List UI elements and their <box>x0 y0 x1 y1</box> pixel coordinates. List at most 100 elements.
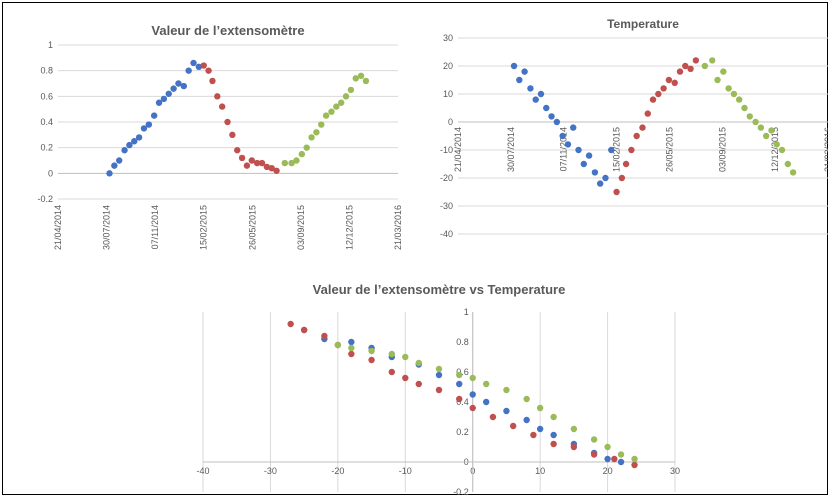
data-point-series-1 <box>180 82 187 90</box>
x-tick-label: 10 <box>535 466 545 476</box>
data-point-series-1 <box>195 63 203 71</box>
data-point-series-1 <box>575 146 582 154</box>
y-tick-label: -0.2 <box>37 194 53 204</box>
data-point-series-1 <box>536 425 544 433</box>
x-tick-label: 30/07/2014 <box>102 205 112 250</box>
data-point-series-1 <box>516 76 523 84</box>
data-point-series-1 <box>483 398 490 406</box>
y-tick-label: -0.2 <box>453 487 469 497</box>
data-point-series-3 <box>617 451 625 458</box>
data-point-series-2 <box>258 159 266 167</box>
data-point-series-1 <box>537 90 545 98</box>
data-point-series-3 <box>714 76 721 84</box>
data-point-series-1 <box>617 458 625 466</box>
data-point-series-2 <box>209 77 216 85</box>
data-point-series-2 <box>550 440 557 448</box>
data-point-series-3 <box>435 365 443 373</box>
chart-extensometer-time: Valeur de l’extensomètre -0.2 0 0.2 0.4 0.6 0.… <box>37 23 403 250</box>
x-tick-label: 07/11/2014 <box>559 127 569 171</box>
data-point-series-2 <box>644 110 651 117</box>
data-point-series-1 <box>527 85 534 92</box>
data-point-series-3 <box>483 380 490 388</box>
data-point-series-1 <box>580 160 587 168</box>
data-point-series-3 <box>720 68 727 75</box>
y-tick-label: 0.8 <box>40 66 53 76</box>
data-point-series-2 <box>214 93 221 100</box>
y-tick-label: 0.4 <box>456 397 469 407</box>
data-point-series-3 <box>730 90 738 98</box>
data-point-series-2 <box>639 124 646 131</box>
data-point-series-1 <box>175 80 182 87</box>
x-tick-label: -30 <box>264 466 277 476</box>
data-point-series-1 <box>150 112 158 119</box>
data-point-series-2 <box>509 422 517 430</box>
data-point-series-1 <box>521 68 528 75</box>
data-point-series-2 <box>253 159 261 167</box>
data-point-series-1 <box>503 407 510 415</box>
chart-title: Valeur de l’extensomètre vs Temperature <box>313 282 566 297</box>
data-point-series-2 <box>234 147 241 154</box>
data-point-series-3 <box>313 129 320 136</box>
y-tick-label: -10 <box>440 145 453 155</box>
data-point-series-2 <box>263 163 271 171</box>
x-tick-label: 15/02/2015 <box>199 205 209 250</box>
x-tick-label: 26/05/2015 <box>247 205 257 250</box>
data-point-series-3 <box>604 443 611 451</box>
data-point-series-1 <box>126 141 133 149</box>
y-tick-label: 10 <box>443 89 453 99</box>
data-point-series-1 <box>604 455 611 463</box>
data-point-series-2 <box>368 356 375 364</box>
data-point-series-3 <box>469 374 476 382</box>
data-point-series-1 <box>140 125 148 132</box>
data-point-series-1 <box>190 59 197 67</box>
data-point-series-3 <box>741 104 748 112</box>
data-point-series-1 <box>170 85 177 92</box>
data-point-series-1 <box>591 169 599 176</box>
data-point-series-3 <box>337 99 345 106</box>
x-tick-label: 26/05/2015 <box>664 127 674 172</box>
data-point-series-1 <box>532 96 539 103</box>
x-tick-label: 30/07/2014 <box>506 127 516 172</box>
data-point-series-3 <box>357 72 365 79</box>
data-point-series-1 <box>121 147 128 154</box>
data-point-series-1 <box>106 170 113 177</box>
data-point-series-2 <box>660 85 667 92</box>
data-point-series-3 <box>348 344 355 352</box>
data-point-series-1 <box>111 162 118 169</box>
data-point-series-2 <box>273 167 280 174</box>
data-point-series-1 <box>570 124 577 131</box>
data-point-series-1 <box>510 62 518 70</box>
data-point-series-3 <box>631 455 638 463</box>
data-point-series-3 <box>308 134 315 141</box>
y-tick-label: 1 <box>464 307 469 317</box>
data-point-series-2 <box>676 68 684 75</box>
data-point-series-3 <box>347 86 355 94</box>
y-tick-label: 20 <box>443 61 453 71</box>
data-point-series-3 <box>590 436 598 443</box>
x-tick-label: -40 <box>196 466 209 476</box>
data-point-series-2 <box>243 162 251 169</box>
data-point-series-1 <box>160 95 168 103</box>
data-point-series-3 <box>456 371 463 379</box>
data-point-series-1 <box>596 180 604 187</box>
data-point-series-2 <box>671 79 678 87</box>
data-point-series-3 <box>757 124 765 131</box>
x-tick-label: 21/04/2014 <box>453 127 463 172</box>
x-tick-label: 21/04/2014 <box>53 205 63 250</box>
data-point-series-2 <box>628 146 635 154</box>
data-point-series-2 <box>268 165 275 172</box>
data-point-series-3 <box>752 118 759 126</box>
data-point-series-2 <box>633 132 640 140</box>
x-tick-label: 03/09/2015 <box>717 127 727 172</box>
data-point-series-3 <box>570 425 578 433</box>
data-point-series-3 <box>288 159 295 167</box>
data-point-series-1 <box>185 67 192 74</box>
data-point-series-3 <box>342 93 350 100</box>
data-point-series-2 <box>631 461 638 469</box>
data-point-series-3 <box>333 103 340 110</box>
data-point-series-1 <box>456 380 463 388</box>
data-point-series-3 <box>746 113 753 120</box>
data-point-series-1 <box>585 152 593 159</box>
data-point-series-3 <box>709 57 716 64</box>
